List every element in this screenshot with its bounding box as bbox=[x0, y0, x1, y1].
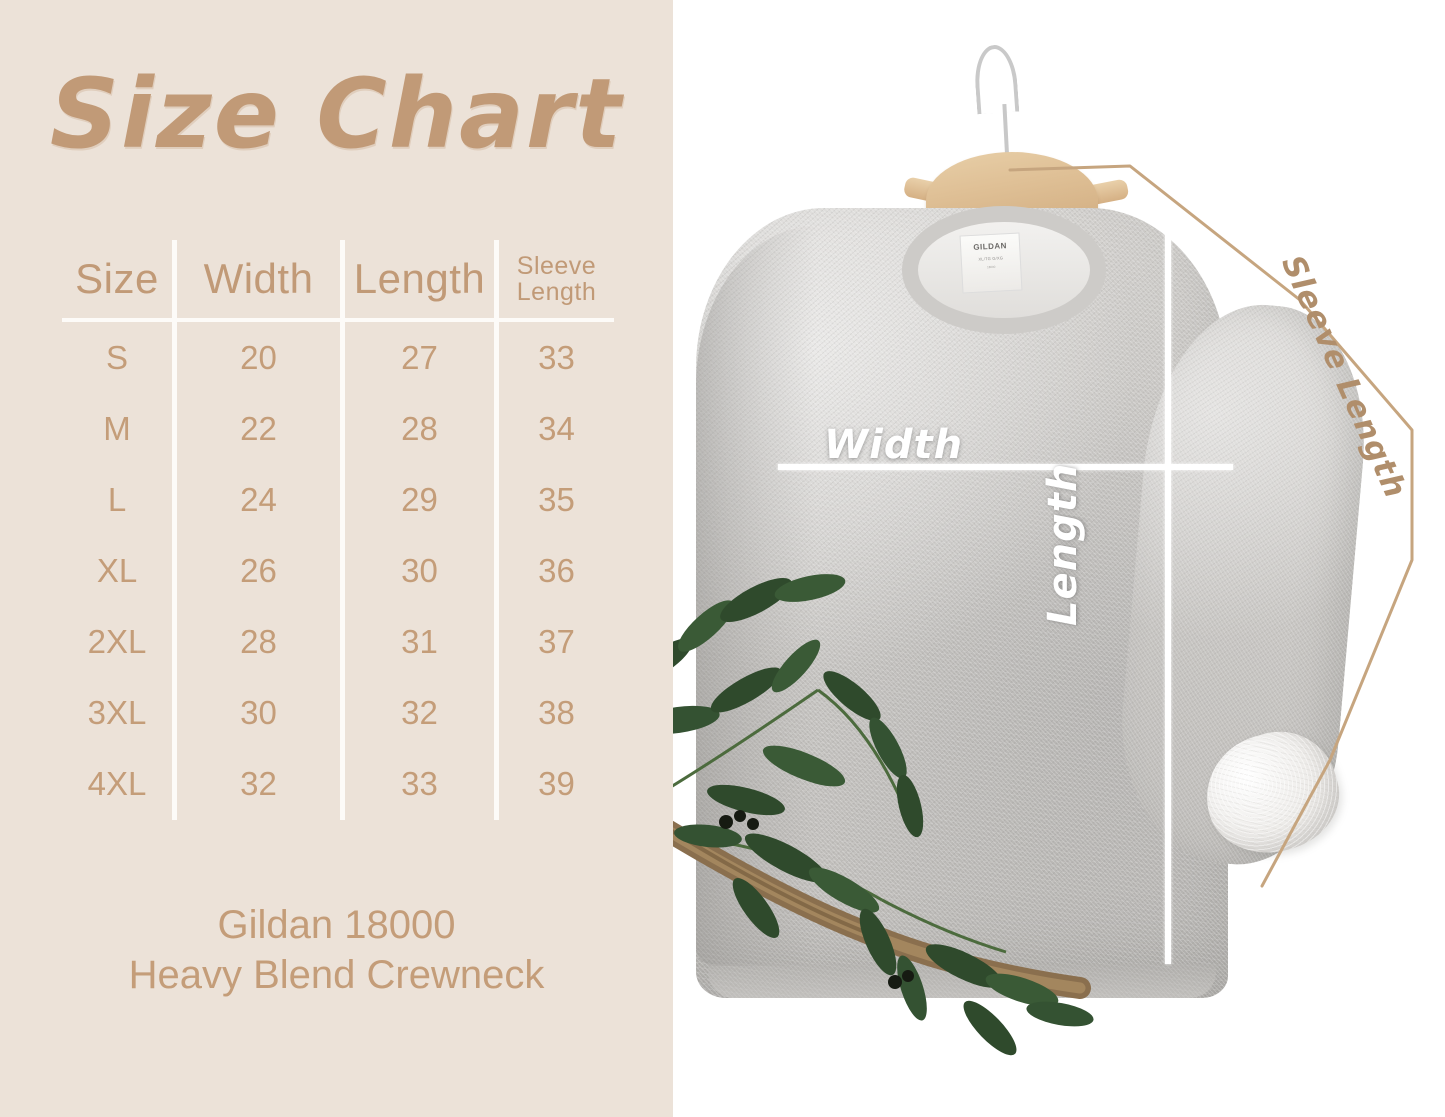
cell-length: 30 bbox=[401, 551, 438, 589]
table-row: 2XL 28 31 37 bbox=[62, 606, 614, 677]
length-guide-line bbox=[1165, 208, 1171, 964]
column-header-length: Length bbox=[353, 255, 486, 302]
table-row: S 20 27 33 bbox=[62, 322, 614, 393]
cell-length: 31 bbox=[401, 622, 438, 660]
cell-width: 26 bbox=[240, 551, 277, 589]
width-guide-line bbox=[778, 464, 1233, 470]
sweatshirt: GILDAN XL/TG G/XG 18000 bbox=[666, 186, 1376, 1006]
sweatshirt-hem bbox=[708, 964, 1216, 998]
column-header-size: Size bbox=[75, 255, 159, 302]
cell-width: 32 bbox=[240, 764, 277, 802]
table-divider-1 bbox=[172, 240, 177, 820]
cell-width: 28 bbox=[240, 622, 277, 660]
size-table: Size Width Length Sleeve Length S 20 27 … bbox=[62, 240, 614, 820]
product-style: Heavy Blend Crewneck bbox=[128, 953, 545, 997]
hanger-hook-icon bbox=[972, 43, 1020, 115]
product-name: Gildan 18000 bbox=[217, 903, 456, 947]
cell-sleeve: 39 bbox=[538, 764, 575, 802]
neck-tag-style: 18000 bbox=[986, 264, 996, 270]
column-header-sleeve-line2: Length bbox=[516, 278, 597, 306]
cell-width: 30 bbox=[240, 693, 277, 731]
cell-size: 4XL bbox=[87, 764, 147, 802]
cell-sleeve: 33 bbox=[538, 338, 575, 376]
size-chart-panel: Size Chart Size Width Length Sleeve Leng… bbox=[0, 0, 673, 1117]
cell-length: 32 bbox=[401, 693, 438, 731]
cell-sleeve: 34 bbox=[538, 409, 575, 447]
column-header-sleeve-line1: Sleeve bbox=[516, 251, 597, 280]
neck-tag: GILDAN XL/TG G/XG 18000 bbox=[959, 232, 1023, 294]
column-header-sleeve-length: Sleeve Length bbox=[499, 240, 614, 318]
table-header-row: Size Width Length Sleeve Length bbox=[62, 240, 614, 318]
cell-sleeve: 35 bbox=[538, 480, 575, 518]
cell-sleeve: 36 bbox=[538, 551, 575, 589]
cell-size: 2XL bbox=[87, 622, 147, 660]
cell-length: 27 bbox=[401, 338, 438, 376]
cell-width: 24 bbox=[240, 480, 277, 518]
cell-length: 33 bbox=[401, 764, 438, 802]
table-row: M 22 28 34 bbox=[62, 393, 614, 464]
page-title: Size Chart bbox=[49, 58, 624, 170]
neck-tag-size: XL/TG G/XG bbox=[978, 255, 1004, 262]
neck-tag-brand: GILDAN bbox=[973, 241, 1008, 252]
cell-size: L bbox=[107, 480, 127, 518]
cell-size: 3XL bbox=[87, 693, 147, 731]
table-row: L 24 29 35 bbox=[62, 464, 614, 535]
column-header-width: Width bbox=[203, 255, 314, 302]
table-row: XL 26 30 36 bbox=[62, 535, 614, 606]
width-label: Width bbox=[824, 422, 964, 468]
cell-length: 29 bbox=[401, 480, 438, 518]
table-header-rule bbox=[62, 318, 614, 322]
table-body: S 20 27 33 M 22 28 34 L 24 29 35 bbox=[62, 322, 614, 819]
cell-size: S bbox=[105, 338, 128, 376]
table-divider-2 bbox=[340, 240, 345, 820]
cell-width: 22 bbox=[240, 409, 277, 447]
cell-size: M bbox=[103, 409, 131, 447]
cell-sleeve: 38 bbox=[538, 693, 575, 731]
cell-sleeve: 37 bbox=[538, 622, 575, 660]
table-row: 4XL 32 33 39 bbox=[62, 748, 614, 819]
torso-shading bbox=[696, 226, 816, 966]
table-divider-3 bbox=[494, 240, 499, 820]
cell-size: XL bbox=[96, 551, 138, 589]
cell-length: 28 bbox=[401, 409, 438, 447]
product-caption: Gildan 18000 Heavy Blend Crewneck bbox=[0, 900, 673, 1000]
length-label: Length bbox=[1040, 462, 1086, 626]
cell-width: 20 bbox=[240, 338, 277, 376]
table-row: 3XL 30 32 38 bbox=[62, 677, 614, 748]
